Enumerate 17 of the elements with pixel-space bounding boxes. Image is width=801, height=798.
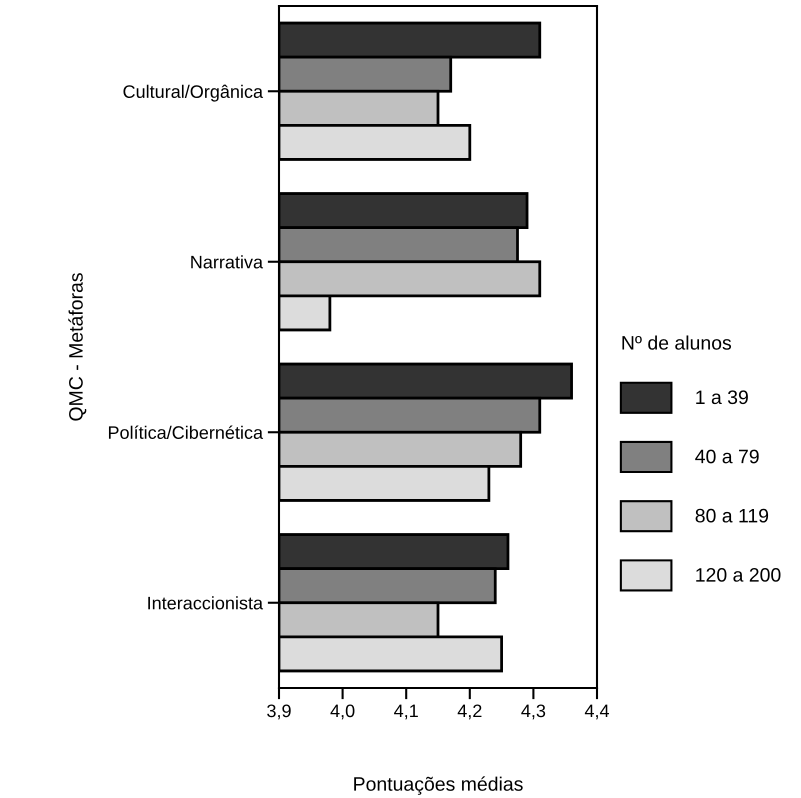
x-tick-label: 3,9 — [267, 704, 291, 720]
y-tick-label: Política/Cibernética — [108, 425, 264, 439]
x-tick-label: 4,0 — [330, 704, 354, 720]
legend-label: 80 a 119 — [696, 508, 768, 523]
y-tick-label: Narrativa — [191, 255, 264, 268]
x-axis-title: Pontuações médias — [354, 776, 523, 795]
legend-label: 1 a 39 — [696, 390, 748, 404]
legend-label: 40 a 79 — [695, 450, 759, 464]
y-tick-label: Cultural/Orgânica — [123, 84, 264, 102]
y-tick-label: Interaccionista — [148, 596, 264, 610]
x-tick-label: 4,3 — [521, 704, 546, 720]
legend-title: Nº de alunos — [622, 335, 732, 350]
legend-label: 120 a 200 — [696, 568, 780, 582]
x-tick-label: 4,4 — [584, 704, 610, 720]
y-axis-title: QMC - Metáforas — [68, 273, 86, 421]
x-tick-label: 4,2 — [458, 704, 482, 720]
x-tick-label: 4,1 — [394, 704, 418, 720]
